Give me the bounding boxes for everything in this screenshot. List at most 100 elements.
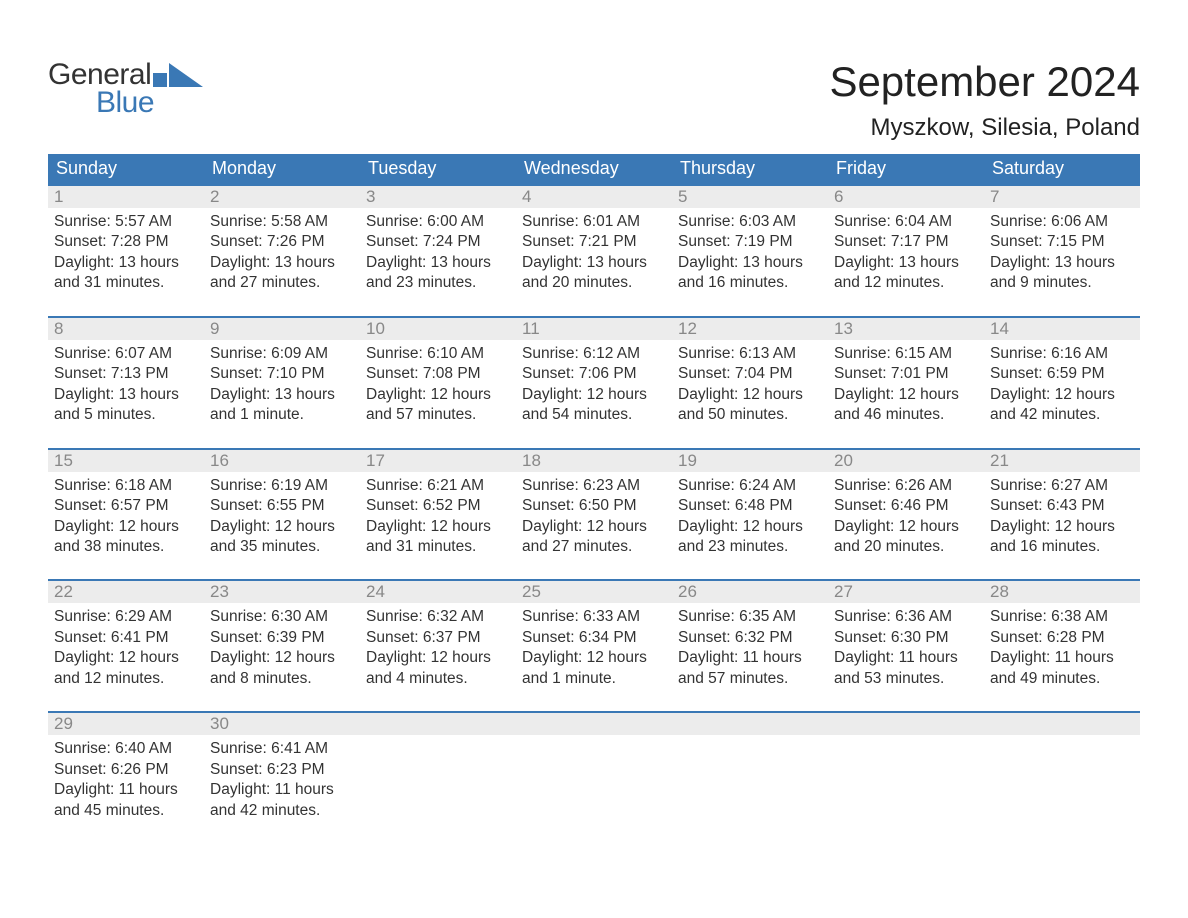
daylight-line: Daylight: 13 hours and 12 minutes. xyxy=(834,253,978,294)
sunrise-line: Sunrise: 6:06 AM xyxy=(990,212,1134,232)
daylight-line: Daylight: 12 hours and 20 minutes. xyxy=(834,517,978,558)
daylight-line: Daylight: 12 hours and 8 minutes. xyxy=(210,648,354,689)
day-number: 4 xyxy=(518,187,531,206)
location: Myszkow, Silesia, Poland xyxy=(829,114,1140,142)
day-number-bar: 13 xyxy=(828,318,984,340)
day-number: 11 xyxy=(518,319,540,338)
day-number-bar: 26 xyxy=(672,581,828,603)
day-number-bar xyxy=(672,713,828,735)
day-number-bar: 19 xyxy=(672,450,828,472)
day-number-bar: 1 xyxy=(48,186,204,208)
sunrise-line: Sunrise: 6:21 AM xyxy=(366,476,510,496)
brand-logo: General Blue xyxy=(48,58,203,120)
day-number: 26 xyxy=(674,582,697,601)
day-cell: 19 Sunrise: 6:24 AMSunset: 6:48 PMDayligh… xyxy=(672,450,828,558)
sunset-line: Sunset: 7:13 PM xyxy=(54,364,198,384)
sunset-line: Sunset: 7:26 PM xyxy=(210,232,354,252)
day-number: 22 xyxy=(50,582,73,601)
day-number xyxy=(674,714,678,733)
day-info: Sunrise: 6:16 AMSunset: 6:59 PMDaylight:… xyxy=(990,344,1134,426)
sunrise-line: Sunrise: 6:33 AM xyxy=(522,607,666,627)
day-number: 5 xyxy=(674,187,687,206)
day-info: Sunrise: 6:33 AMSunset: 6:34 PMDaylight:… xyxy=(522,607,666,689)
day-number: 9 xyxy=(206,319,219,338)
day-cell: 2Sunrise: 5:58 AMSunset: 7:26 PMDaylight… xyxy=(204,186,360,294)
day-cell: 28Sunrise: 6:38 AMSunset: 6:28 PMDayligh… xyxy=(984,581,1140,689)
sunset-line: Sunset: 7:28 PM xyxy=(54,232,198,252)
day-cell: 23 Sunrise: 6:30 AMSunset: 6:39 PMDayligh… xyxy=(204,581,360,689)
week-row: 22 Sunrise: 6:29 AMSunset: 6:41 PMDayligh… xyxy=(48,579,1140,689)
day-info: Sunrise: 6:41 AMSunset: 6:23 PMDaylight:… xyxy=(210,739,354,821)
month-title: September 2024 xyxy=(829,58,1140,106)
day-info: Sunrise: 6:29 AMSunset: 6:41 PMDaylight:… xyxy=(54,607,198,689)
sunrise-line: Sunrise: 6:23 AM xyxy=(522,476,666,496)
sunrise-line: Sunrise: 6:26 AM xyxy=(834,476,978,496)
day-cell xyxy=(360,713,516,821)
day-cell: 8Sunrise: 6:07 AMSunset: 7:13 PMDaylight… xyxy=(48,318,204,426)
weekday-header: Sunday xyxy=(48,154,204,184)
day-number: 19 xyxy=(674,451,697,470)
day-info: Sunrise: 6:24 AMSunset: 6:48 PMDaylight:… xyxy=(678,476,822,558)
day-number-bar: 11 xyxy=(516,318,672,340)
daylight-line: Daylight: 12 hours and 35 minutes. xyxy=(210,517,354,558)
day-info: Sunrise: 6:19 AMSunset: 6:55 PMDaylight:… xyxy=(210,476,354,558)
header: General Blue September 2024 Myszkow, Sil… xyxy=(48,30,1140,142)
daylight-line: Daylight: 12 hours and 16 minutes. xyxy=(990,517,1134,558)
day-number-bar: 2 xyxy=(204,186,360,208)
weekday-header-row: Sunday Monday Tuesday Wednesday Thursday… xyxy=(48,154,1140,184)
day-info: Sunrise: 6:30 AMSunset: 6:39 PMDaylight:… xyxy=(210,607,354,689)
day-number-bar: 9 xyxy=(204,318,360,340)
day-number: 1 xyxy=(50,187,63,206)
weekday-header: Friday xyxy=(828,154,984,184)
day-number-bar: 3 xyxy=(360,186,516,208)
sunset-line: Sunset: 6:32 PM xyxy=(678,628,822,648)
daylight-line: Daylight: 12 hours and 46 minutes. xyxy=(834,385,978,426)
daylight-line: Daylight: 12 hours and 38 minutes. xyxy=(54,517,198,558)
day-info: Sunrise: 6:35 AMSunset: 6:32 PMDaylight:… xyxy=(678,607,822,689)
sunrise-line: Sunrise: 6:35 AM xyxy=(678,607,822,627)
day-number-bar: 23 xyxy=(204,581,360,603)
sunrise-line: Sunrise: 6:16 AM xyxy=(990,344,1134,364)
day-cell: 24 Sunrise: 6:32 AMSunset: 6:37 PMDayligh… xyxy=(360,581,516,689)
sunset-line: Sunset: 7:24 PM xyxy=(366,232,510,252)
day-number-bar: 10 xyxy=(360,318,516,340)
daylight-line: Daylight: 13 hours and 1 minute. xyxy=(210,385,354,426)
day-info: Sunrise: 6:32 AMSunset: 6:37 PMDaylight:… xyxy=(366,607,510,689)
sunset-line: Sunset: 6:55 PM xyxy=(210,496,354,516)
day-number-bar: 20 xyxy=(828,450,984,472)
flag-icon xyxy=(153,63,203,87)
day-info: Sunrise: 6:01 AMSunset: 7:21 PMDaylight:… xyxy=(522,212,666,294)
day-cell: 9 Sunrise: 6:09 AMSunset: 7:10 PMDaylight… xyxy=(204,318,360,426)
sunset-line: Sunset: 6:26 PM xyxy=(54,760,198,780)
weekday-header: Wednesday xyxy=(516,154,672,184)
day-info: Sunrise: 6:10 AMSunset: 7:08 PMDaylight:… xyxy=(366,344,510,426)
title-block: September 2024 Myszkow, Silesia, Poland xyxy=(829,30,1140,142)
day-number-bar: 18 xyxy=(516,450,672,472)
day-number-bar: 24 xyxy=(360,581,516,603)
sunset-line: Sunset: 7:01 PM xyxy=(834,364,978,384)
day-cell: 10 Sunrise: 6:10 AMSunset: 7:08 PMDayligh… xyxy=(360,318,516,426)
sunrise-line: Sunrise: 6:30 AM xyxy=(210,607,354,627)
sunset-line: Sunset: 7:06 PM xyxy=(522,364,666,384)
day-number-bar xyxy=(984,713,1140,735)
sunset-line: Sunset: 6:48 PM xyxy=(678,496,822,516)
day-cell: 17Sunrise: 6:21 AMSunset: 6:52 PMDayligh… xyxy=(360,450,516,558)
day-info: Sunrise: 6:26 AMSunset: 6:46 PMDaylight:… xyxy=(834,476,978,558)
sunset-line: Sunset: 6:50 PM xyxy=(522,496,666,516)
day-number: 2 xyxy=(206,187,219,206)
sunset-line: Sunset: 7:10 PM xyxy=(210,364,354,384)
sunrise-line: Sunrise: 6:38 AM xyxy=(990,607,1134,627)
sunrise-line: Sunrise: 6:09 AM xyxy=(210,344,354,364)
day-number-bar: 15 xyxy=(48,450,204,472)
sunrise-line: Sunrise: 6:32 AM xyxy=(366,607,510,627)
day-number: 3 xyxy=(362,187,375,206)
week-row: 1 Sunrise: 5:57 AMSunset: 7:28 PMDaylight… xyxy=(48,184,1140,294)
day-number-bar xyxy=(828,713,984,735)
day-number-bar: 21 xyxy=(984,450,1140,472)
weekday-header: Monday xyxy=(204,154,360,184)
sunset-line: Sunset: 6:43 PM xyxy=(990,496,1134,516)
day-info: Sunrise: 6:18 AMSunset: 6:57 PMDaylight:… xyxy=(54,476,198,558)
sunset-line: Sunset: 6:46 PM xyxy=(834,496,978,516)
day-info: Sunrise: 5:57 AMSunset: 7:28 PMDaylight:… xyxy=(54,212,198,294)
day-info: Sunrise: 6:27 AMSunset: 6:43 PMDaylight:… xyxy=(990,476,1134,558)
